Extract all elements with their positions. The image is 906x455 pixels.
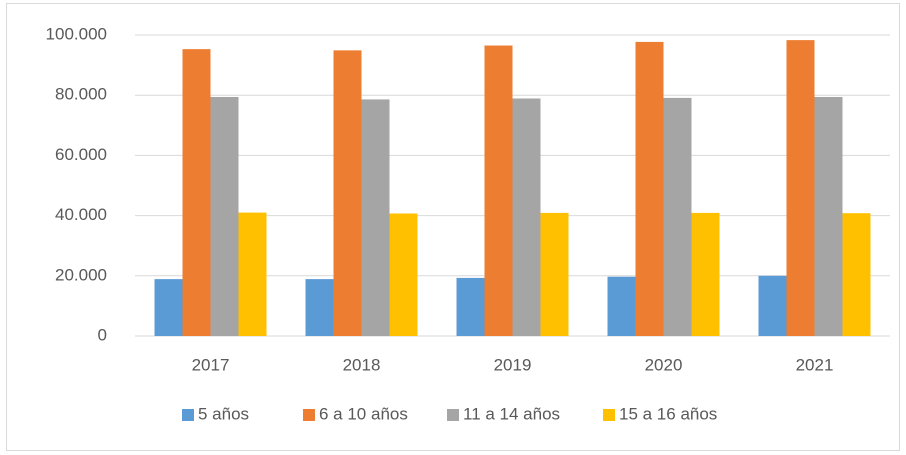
bar <box>238 212 267 336</box>
y-tick-label: 0 <box>98 325 107 344</box>
legend-swatch <box>603 409 615 421</box>
bar <box>333 50 362 336</box>
x-tick-label: 2020 <box>645 355 683 374</box>
bar <box>786 40 815 336</box>
bar <box>210 97 239 336</box>
legend-swatch <box>447 409 459 421</box>
x-tick-label: 2017 <box>192 355 230 374</box>
bar <box>814 97 843 336</box>
bar <box>389 213 418 336</box>
y-tick-label: 60.000 <box>55 145 107 164</box>
chart-frame <box>6 3 900 451</box>
bar <box>512 98 541 336</box>
bar <box>456 277 485 336</box>
bar <box>540 212 569 336</box>
bar <box>361 99 390 336</box>
legend-swatch <box>303 409 315 421</box>
x-tick-label: 2019 <box>494 355 532 374</box>
y-tick-label: 40.000 <box>55 205 107 224</box>
bar <box>663 97 692 336</box>
bar <box>484 45 513 336</box>
legend-swatch <box>182 409 194 421</box>
bar <box>691 212 720 336</box>
x-tick-label: 2021 <box>796 355 834 374</box>
x-tick-label: 2018 <box>343 355 381 374</box>
legend-label: 6 a 10 años <box>319 404 408 423</box>
y-tick-label: 20.000 <box>55 265 107 284</box>
legend-label: 15 a 16 años <box>619 404 717 423</box>
legend-label: 5 años <box>198 404 249 423</box>
legend-label: 11 a 14 años <box>463 404 560 423</box>
bar <box>842 213 871 336</box>
bar <box>154 279 183 336</box>
bar <box>607 276 636 336</box>
y-tick-label: 100.000 <box>46 24 107 43</box>
bar <box>758 275 787 336</box>
y-tick-label: 80.000 <box>55 85 107 104</box>
bar <box>635 41 664 336</box>
bar <box>182 49 211 336</box>
bar <box>305 279 334 336</box>
